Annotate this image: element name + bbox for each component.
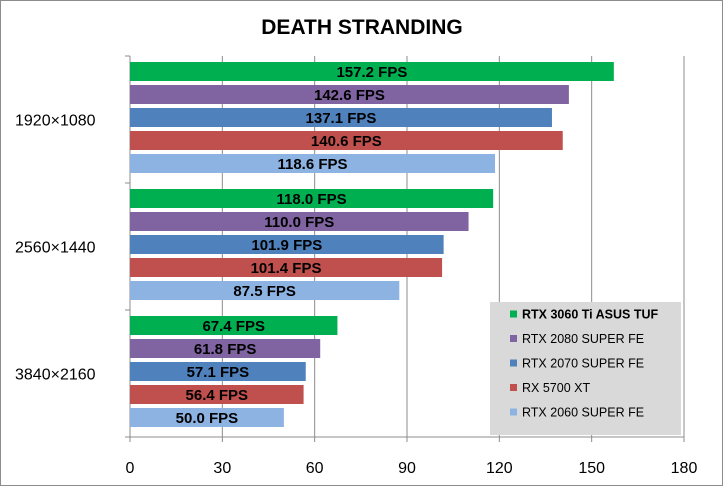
legend-swatch xyxy=(510,408,517,416)
data-label: 87.5 FPS xyxy=(233,283,296,300)
x-tick-label: 180 xyxy=(671,460,698,477)
legend-box xyxy=(490,302,681,435)
bar xyxy=(130,108,552,127)
bar xyxy=(130,154,496,173)
legend-label: RX 5700 XT xyxy=(522,381,590,395)
data-label: 56.4 FPS xyxy=(186,387,249,404)
category-label: 1920×1080 xyxy=(15,113,96,130)
chart-title: DEATH STRANDING xyxy=(261,16,462,39)
legend-swatch xyxy=(510,310,517,318)
data-label: 67.4 FPS xyxy=(202,318,265,335)
legend-label: RTX 2060 SUPER FE xyxy=(522,406,644,420)
legend-label: RTX 3060 Ti ASUS TUF xyxy=(522,308,659,322)
x-tick-labels: 0 30 60 90 120 150 180 xyxy=(126,460,698,477)
bar xyxy=(130,408,284,427)
bars xyxy=(130,62,614,427)
data-label: 140.6 FPS xyxy=(311,133,382,150)
data-label: 118.6 FPS xyxy=(277,156,347,173)
data-label: 101.4 FPS xyxy=(251,260,322,277)
bar xyxy=(130,131,563,150)
bar xyxy=(130,385,304,404)
legend-swatch xyxy=(510,335,517,342)
data-label: 57.1 FPS xyxy=(187,364,250,381)
data-label: 118.0 FPS xyxy=(277,191,347,208)
data-label: 101.9 FPS xyxy=(251,237,322,254)
category-label: 3840×2160 xyxy=(15,367,96,384)
data-labels: 157.2 FPS 142.6 FPS 137.1 FPS 140.6 FPS 118.… xyxy=(176,64,408,427)
bar xyxy=(130,258,443,277)
bar xyxy=(130,339,321,358)
bar xyxy=(130,281,400,300)
data-label: 137.1 FPS xyxy=(306,110,377,127)
x-tick-label: 30 xyxy=(213,460,231,477)
x-tick-label: 60 xyxy=(306,460,324,477)
legend-label: RTX 2070 SUPER FE xyxy=(522,357,644,371)
data-label: 110.0 FPS xyxy=(264,214,334,231)
bar xyxy=(130,212,469,231)
bar xyxy=(130,189,494,208)
legend-label: RTX 2080 SUPER FE xyxy=(522,332,644,346)
data-label: 61.8 FPS xyxy=(194,341,257,358)
legend: RTX 3060 Ti ASUS TUF RTX 2080 SUPER FE RTX… xyxy=(490,302,681,435)
category-labels: 1920×1080 2560×1440 3840×2160 xyxy=(15,113,96,384)
bar xyxy=(130,62,614,81)
data-label: 142.6 FPS xyxy=(314,87,385,104)
legend-swatch xyxy=(510,384,517,391)
data-label: 50.0 FPS xyxy=(176,410,239,427)
x-tick-label: 0 xyxy=(126,460,135,477)
bar xyxy=(130,235,444,254)
category-label: 2560×1440 xyxy=(15,240,96,257)
x-tick-label: 120 xyxy=(486,460,513,477)
bar xyxy=(130,316,338,335)
x-tick-label: 90 xyxy=(398,460,416,477)
bar xyxy=(130,362,306,381)
legend-swatch xyxy=(510,359,517,367)
x-tick-label: 150 xyxy=(578,460,605,477)
bar xyxy=(130,85,569,104)
data-label: 157.2 FPS xyxy=(336,64,407,81)
